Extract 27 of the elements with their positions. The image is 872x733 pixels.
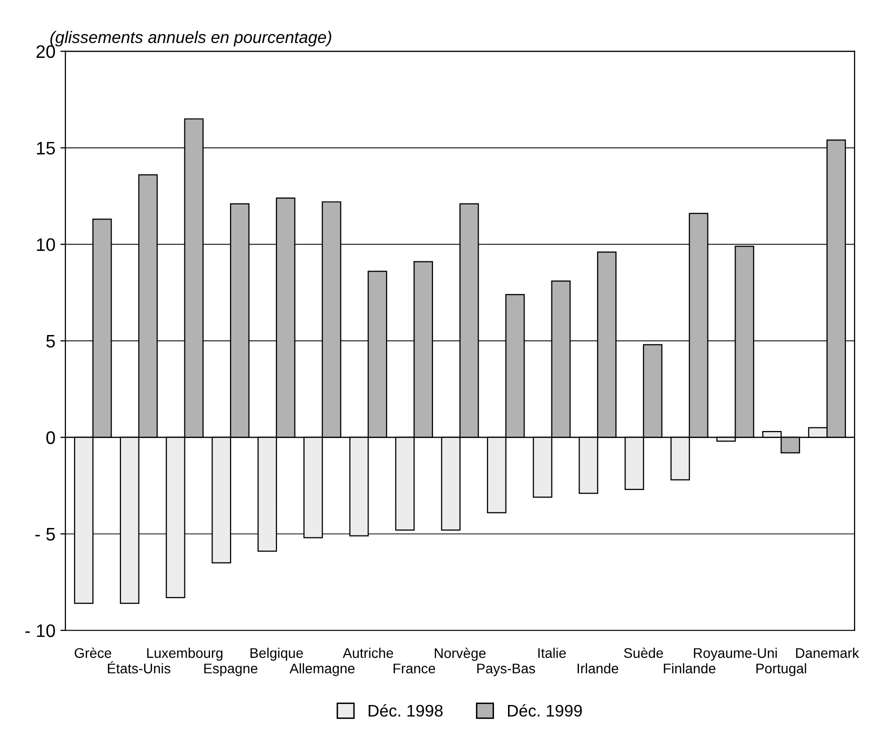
x-tick-label: Allemagne <box>290 663 355 676</box>
x-tick-label: Irlande <box>578 663 618 674</box>
x-tick-label: Espagne <box>204 664 258 676</box>
x-tick-label: Italie <box>538 648 566 658</box>
y-tick-label: - 10 <box>25 624 55 638</box>
y-tick-label: 20 <box>36 45 55 58</box>
x-tick-label: Royaume-Uni <box>694 648 777 661</box>
y-tick-label: - 5 <box>35 528 55 541</box>
x-tick-label: Pays-Bas <box>477 664 536 676</box>
x-tick-label: Norvège <box>434 648 486 661</box>
y-tick-label: 10 <box>36 238 55 252</box>
x-tick-label: Grèce <box>74 648 112 658</box>
chart-title: (glissements annuels en pourcentage) <box>50 30 332 46</box>
legend-label: Déc. 1999 <box>508 704 582 717</box>
y-tick-label: 0 <box>46 431 55 444</box>
x-tick-label: États-Unis <box>108 661 170 674</box>
x-tick-label: Danemark <box>796 648 860 658</box>
x-tick-label: France <box>394 664 436 674</box>
y-tick-label: 5 <box>46 334 55 348</box>
legend-label: Déc. 1998 <box>368 704 443 717</box>
x-tick-label: Autriche <box>342 648 394 658</box>
x-tick-label: Luxembourg <box>147 648 222 661</box>
x-tick-label: Suède <box>624 648 663 658</box>
y-tick-label: 15 <box>36 142 55 155</box>
x-tick-label: Portugal <box>756 663 806 676</box>
x-tick-label: Finlande <box>664 663 716 674</box>
x-tick-label: Belgique <box>250 648 303 661</box>
